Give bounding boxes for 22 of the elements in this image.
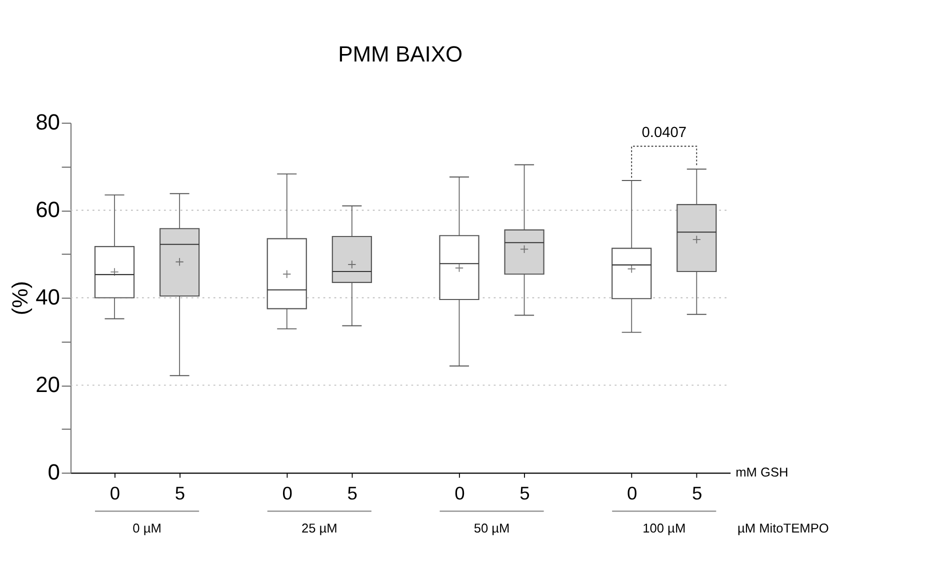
y-tick-label: 60 (36, 197, 60, 222)
y-tick-label: 40 (36, 284, 60, 310)
chart-title: PMM BAIXO (338, 41, 463, 66)
y-tick-label: 80 (36, 110, 60, 135)
x-tick-label: 5 (347, 482, 358, 504)
text: µM MitoTEMPO (737, 520, 829, 536)
y-axis-title: (%) (7, 281, 32, 316)
x-tick-label: 5 (692, 482, 702, 504)
y-tick-label: 0 (48, 460, 60, 485)
text: 50 µM (474, 520, 510, 536)
y-tick-label: 20 (36, 372, 60, 398)
annotation: 0.0407 (642, 125, 687, 142)
x-tick-label: 0 (282, 482, 292, 504)
text: 0 µM (132, 520, 162, 536)
x-tick-label: 0 (110, 482, 120, 504)
text: 100 µM (642, 520, 686, 536)
x-tick-label: 5 (520, 482, 530, 504)
x-tick-label: 5 (174, 482, 186, 504)
x-tick-label: 0 (454, 482, 465, 504)
text: 25 µM (301, 520, 338, 536)
x-axis-title: mM GSH (736, 464, 788, 480)
x-tick-label: 0 (626, 482, 638, 504)
